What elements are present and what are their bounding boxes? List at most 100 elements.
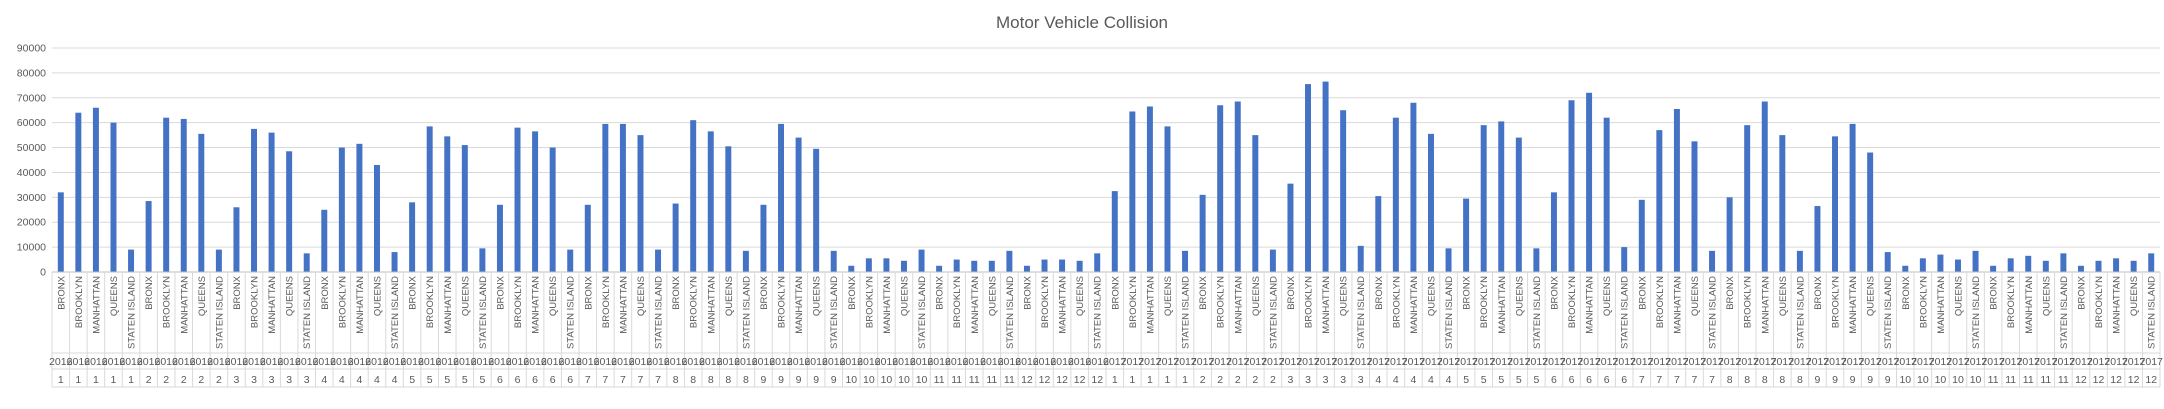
x-month-label: 9 [1832, 374, 1838, 386]
x-category-label: STATEN ISLAND [1093, 276, 1104, 349]
x-month-label: 10 [1935, 374, 1947, 386]
bar [1182, 250, 1189, 272]
x-month-label: 1 [1165, 374, 1171, 386]
bar [1480, 125, 1487, 273]
x-month-label: 12 [2075, 374, 2087, 386]
x-category-label: STATEN ISLAND [829, 276, 840, 349]
x-category-label: STATEN ISLAND [1356, 276, 1367, 349]
y-tick-label: 30000 [17, 192, 46, 204]
x-year-label: 2016 [787, 356, 811, 368]
x-category-label: STATEN ISLAND [1444, 276, 1455, 349]
x-year-label: 2017 [1613, 356, 1637, 368]
bar [373, 164, 380, 272]
x-month-label: 3 [1340, 374, 1346, 386]
y-tick-label: 40000 [17, 167, 46, 179]
bar [215, 249, 222, 272]
x-month-label: 6 [1569, 374, 1575, 386]
bar [461, 145, 468, 272]
bar [303, 253, 310, 272]
x-month-label: 6 [550, 374, 556, 386]
x-category-label: BROOKLYN [1567, 276, 1578, 328]
x-year-label: 2017 [1665, 356, 1689, 368]
x-month-label: 3 [251, 374, 257, 386]
bar [1568, 100, 1575, 273]
x-month-label: 11 [951, 374, 962, 386]
x-month-label: 8 [1727, 374, 1733, 386]
bar [1427, 133, 1434, 272]
chart-title: Motor Vehicle Collision [996, 13, 1168, 32]
x-category-label: BRONX [1286, 275, 1297, 309]
x-year-label: 2017 [1683, 356, 1707, 368]
bar [233, 207, 240, 272]
x-year-label: 2017 [1103, 356, 1127, 368]
x-category-label: BRONX [847, 275, 858, 309]
x-category-label: BROOKLYN [689, 276, 700, 328]
bar [1357, 245, 1364, 272]
bar [725, 146, 732, 272]
x-category-label: STATEN ISLAND [478, 276, 489, 349]
bar [391, 252, 398, 272]
x-month-label: 7 [602, 374, 608, 386]
bar [988, 260, 995, 272]
x-category-label: BRONX [1901, 275, 1912, 309]
x-year-label: 2017 [1560, 356, 1584, 368]
x-year-label: 2017 [1736, 356, 1760, 368]
x-category-label: STATEN ISLAND [1268, 276, 1279, 349]
bar [918, 249, 925, 272]
x-category-label: MANHATTAN [882, 276, 893, 334]
x-category-label: BRONX [1462, 275, 1473, 309]
x-month-label: 8 [1762, 374, 1768, 386]
x-month-label: 7 [585, 374, 591, 386]
x-category-label: MANHATTAN [91, 276, 102, 334]
x-category-label: MANHATTAN [443, 276, 454, 334]
x-category-label: QUEENS [1075, 276, 1086, 316]
x-year-label: 2016 [190, 356, 214, 368]
x-month-label: 3 [1358, 374, 1364, 386]
x-year-label: 2016 [84, 356, 108, 368]
x-month-label: 2 [1235, 374, 1241, 386]
x-year-label: 2017 [1314, 356, 1338, 368]
x-year-label: 2016 [67, 356, 91, 368]
x-year-label: 2017 [1929, 356, 1953, 368]
x-category-label: QUEENS [460, 276, 471, 316]
bar [1094, 253, 1101, 272]
bar [268, 132, 275, 272]
x-category-label: QUEENS [1602, 276, 1613, 316]
x-year-label: 2017 [1490, 356, 1514, 368]
x-year-label: 2017 [1296, 356, 1320, 368]
bar [444, 136, 451, 272]
x-month-label: 11 [2058, 374, 2069, 386]
x-category-label: MANHATTAN [1672, 276, 1683, 334]
x-category-label: MANHATTAN [1409, 276, 1420, 334]
x-category-label: STATEN ISLAND [654, 276, 665, 349]
bar [1006, 250, 1013, 272]
bar [1023, 265, 1030, 272]
x-year-label: 2016 [611, 356, 635, 368]
x-category-label: BRONX [1198, 275, 1209, 309]
x-year-label: 2017 [1367, 356, 1391, 368]
bar [549, 147, 556, 272]
x-month-label: 2 [1270, 374, 1276, 386]
x-month-label: 3 [1288, 374, 1294, 386]
x-category-label: BRONX [408, 275, 419, 309]
bar [602, 123, 609, 273]
x-year-label: 2016 [822, 356, 846, 368]
y-tick-label: 90000 [17, 43, 46, 55]
x-year-label: 2017 [1331, 356, 1355, 368]
bar [180, 118, 187, 272]
x-year-label: 2016 [137, 356, 161, 368]
x-year-label: 2016 [348, 356, 372, 368]
bar [813, 148, 820, 272]
bar [2113, 258, 2120, 272]
bar [110, 122, 117, 273]
bar [426, 126, 433, 273]
x-category-label: MANHATTAN [970, 276, 981, 334]
x-month-label: 4 [374, 374, 380, 386]
x-year-label: 2016 [541, 356, 565, 368]
x-year-label: 2017 [1964, 356, 1988, 368]
y-tick-label: 70000 [17, 92, 46, 104]
bar [1322, 81, 1329, 272]
x-month-label: 8 [1744, 374, 1750, 386]
x-year-label: 2016 [734, 356, 758, 368]
x-year-label: 2016 [471, 356, 495, 368]
